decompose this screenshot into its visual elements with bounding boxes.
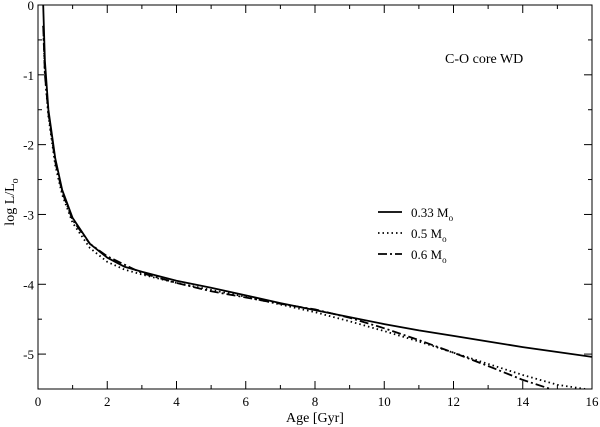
legend-label-main: 0.6 M bbox=[411, 247, 443, 262]
legend-label-sub: o bbox=[442, 234, 447, 244]
legend-label-sub: o bbox=[442, 255, 447, 265]
x-tick-label: 16 bbox=[586, 394, 600, 409]
legend-label-sub: o bbox=[449, 213, 454, 223]
x-tick-label: 10 bbox=[378, 394, 391, 409]
x-tick-label: 4 bbox=[173, 394, 180, 409]
legend-label-main: 0.33 M bbox=[411, 205, 449, 220]
y-tick-label: -4 bbox=[23, 277, 34, 292]
x-tick-label: 14 bbox=[516, 394, 530, 409]
legend-label-main: 0.5 M bbox=[411, 226, 443, 241]
y-tick-label: -3 bbox=[23, 207, 34, 222]
x-tick-label: 12 bbox=[447, 394, 460, 409]
axis-ticks bbox=[37, 4, 593, 390]
x-tick-label: 2 bbox=[104, 394, 111, 409]
annotation-label: C-O core WD bbox=[445, 52, 523, 67]
legend-label-2: 0.6 Mo bbox=[411, 247, 447, 265]
series-lines bbox=[42, 5, 592, 389]
series-line-2 bbox=[42, 25, 551, 389]
legend-label-1: 0.5 Mo bbox=[411, 226, 447, 244]
y-tick-label: -2 bbox=[23, 138, 34, 153]
tick-labels: 0 2 4 6 8 10 12 14 16 0 -1 -2 -3 -4 -5 bbox=[23, 0, 599, 409]
legend-label-0: 0.33 Mo bbox=[411, 205, 454, 223]
legend: 0.33 Mo0.5 Mo0.6 Mo bbox=[378, 205, 454, 265]
x-tick-label: 0 bbox=[35, 394, 42, 409]
y-tick-label: -5 bbox=[23, 347, 34, 362]
x-tick-label: 6 bbox=[243, 394, 250, 409]
y-axis-title-sub: o bbox=[10, 178, 21, 183]
y-axis-title-main: log L/L bbox=[3, 183, 18, 225]
series-line-1 bbox=[42, 25, 586, 389]
x-tick-label: 8 bbox=[312, 394, 319, 409]
x-axis-title: Age [Gyr] bbox=[286, 411, 344, 426]
y-tick-label: 0 bbox=[28, 0, 35, 13]
y-tick-label: -1 bbox=[23, 68, 34, 83]
y-axis-title: log L/Lo bbox=[3, 178, 21, 225]
